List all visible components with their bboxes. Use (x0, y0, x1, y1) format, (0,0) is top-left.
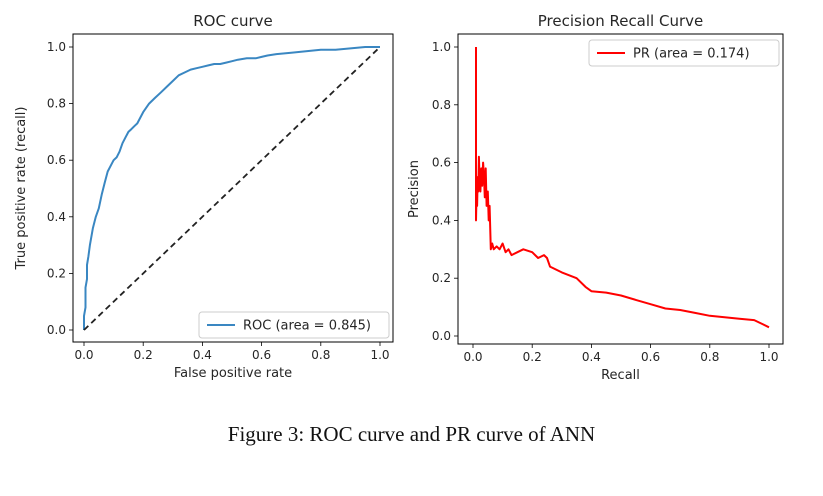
x-tick-label: 0.0 (463, 350, 482, 364)
legend-label: ROC (area = 0.845) (243, 319, 371, 334)
series-line (475, 47, 770, 329)
y-tick-label: 0.2 (47, 266, 66, 280)
x-axis-label: False positive rate (174, 366, 292, 381)
x-axis-label: Recall (601, 368, 640, 383)
legend-box (588, 39, 780, 67)
x-tick-label: 1.0 (370, 348, 389, 362)
pr-chart: Precision Recall Curve 0.0 0.2 0.4 0.6 0.8 1.0… (407, 12, 784, 383)
y-tick-label: 1.0 (432, 40, 451, 54)
y-tick-label: 0.0 (432, 329, 451, 343)
legend: PR (area = 0.174) (588, 39, 780, 67)
x-tick-label: 0.0 (74, 348, 93, 362)
figure-caption: Figure 3: ROC curve and PR curve of ANN (227, 422, 596, 446)
roc-chart: ROC curve 0.0 0.2 0.4 0.6 0.8 1.0 0.0 0.2 0.4 0.6 0… (14, 12, 394, 381)
y-tick-label: 0.6 (47, 153, 66, 167)
legend: ROC (area = 0.845) (198, 311, 390, 339)
y-axis-label: Precision (407, 160, 422, 218)
y-tick-label: 0.4 (432, 213, 451, 227)
x-tick-label: 0.8 (311, 348, 330, 362)
x-tick-label: 0.8 (700, 350, 719, 364)
legend-label: PR (area = 0.174) (633, 47, 750, 62)
y-axis-label: True positive rate (recall) (14, 107, 29, 271)
x-tick-label: 0.2 (134, 348, 153, 362)
chart-title: Precision Recall Curve (538, 12, 703, 30)
x-tick-label: 0.6 (252, 348, 271, 362)
x-tick-label: 0.4 (193, 348, 212, 362)
y-tick-label: 0.4 (47, 210, 66, 224)
axes-frame (457, 33, 784, 345)
y-tick-label: 0.8 (47, 97, 66, 111)
series-line (83, 46, 380, 330)
legend-box (198, 311, 390, 339)
chance-diagonal-line (83, 46, 381, 331)
y-tick-label: 1.0 (47, 40, 66, 54)
y-tick-label: 0.2 (432, 271, 451, 285)
y-tick-label: 0.8 (432, 98, 451, 112)
x-tick-label: 1.0 (759, 350, 778, 364)
x-tick-label: 0.6 (641, 350, 660, 364)
x-tick-label: 0.2 (523, 350, 542, 364)
axes-frame (72, 33, 394, 343)
x-tick-label: 0.4 (582, 350, 601, 364)
chart-title: ROC curve (193, 12, 273, 30)
figure-canvas: ROC curve 0.0 0.2 0.4 0.6 0.8 1.0 0.0 0.2 0.4 0.6 0… (14, 12, 784, 383)
y-tick-label: 0.6 (432, 156, 451, 170)
y-tick-label: 0.0 (47, 323, 66, 337)
